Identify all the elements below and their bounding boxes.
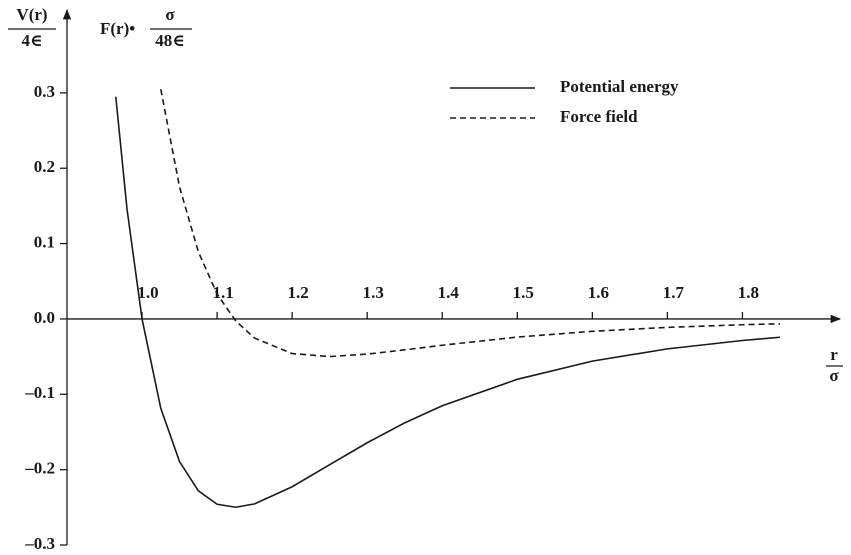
force-label-prefix: F(r)• (100, 19, 135, 38)
y-tick-label: 0.1 (34, 232, 55, 251)
y-tick-label: –0.2 (24, 459, 55, 478)
y-tick-label: 0.2 (34, 157, 55, 176)
x-tick-label: 1.0 (137, 283, 158, 302)
legend-label: Potential energy (560, 77, 679, 96)
force-label-numerator: σ (165, 5, 175, 24)
y-label-numerator: V(r) (16, 5, 47, 24)
x-tick-label: 1.2 (288, 283, 309, 302)
x-tick-label: 1.4 (438, 283, 460, 302)
y-label-denominator: 4∈ (21, 31, 42, 50)
x-label-denominator: σ (829, 366, 839, 385)
x-tick-label: 1.5 (513, 283, 534, 302)
series-line (114, 96, 781, 509)
y-tick-label: –0.3 (24, 534, 55, 553)
y-tick-label: –0.1 (24, 383, 55, 402)
series-line (160, 89, 780, 358)
x-tick-label: 1.7 (663, 283, 685, 302)
x-tick-label: 1.8 (738, 283, 759, 302)
y-tick-label: 0.3 (34, 82, 55, 101)
x-tick-label: 1.6 (588, 283, 609, 302)
y-tick-label: 0.0 (34, 308, 55, 327)
x-tick-label: 1.3 (363, 283, 384, 302)
x-label-numerator: r (830, 345, 838, 364)
force-label-denominator: 48∈ (155, 31, 185, 50)
x-tick-label: 1.1 (212, 283, 233, 302)
legend-label: Force field (560, 107, 638, 126)
